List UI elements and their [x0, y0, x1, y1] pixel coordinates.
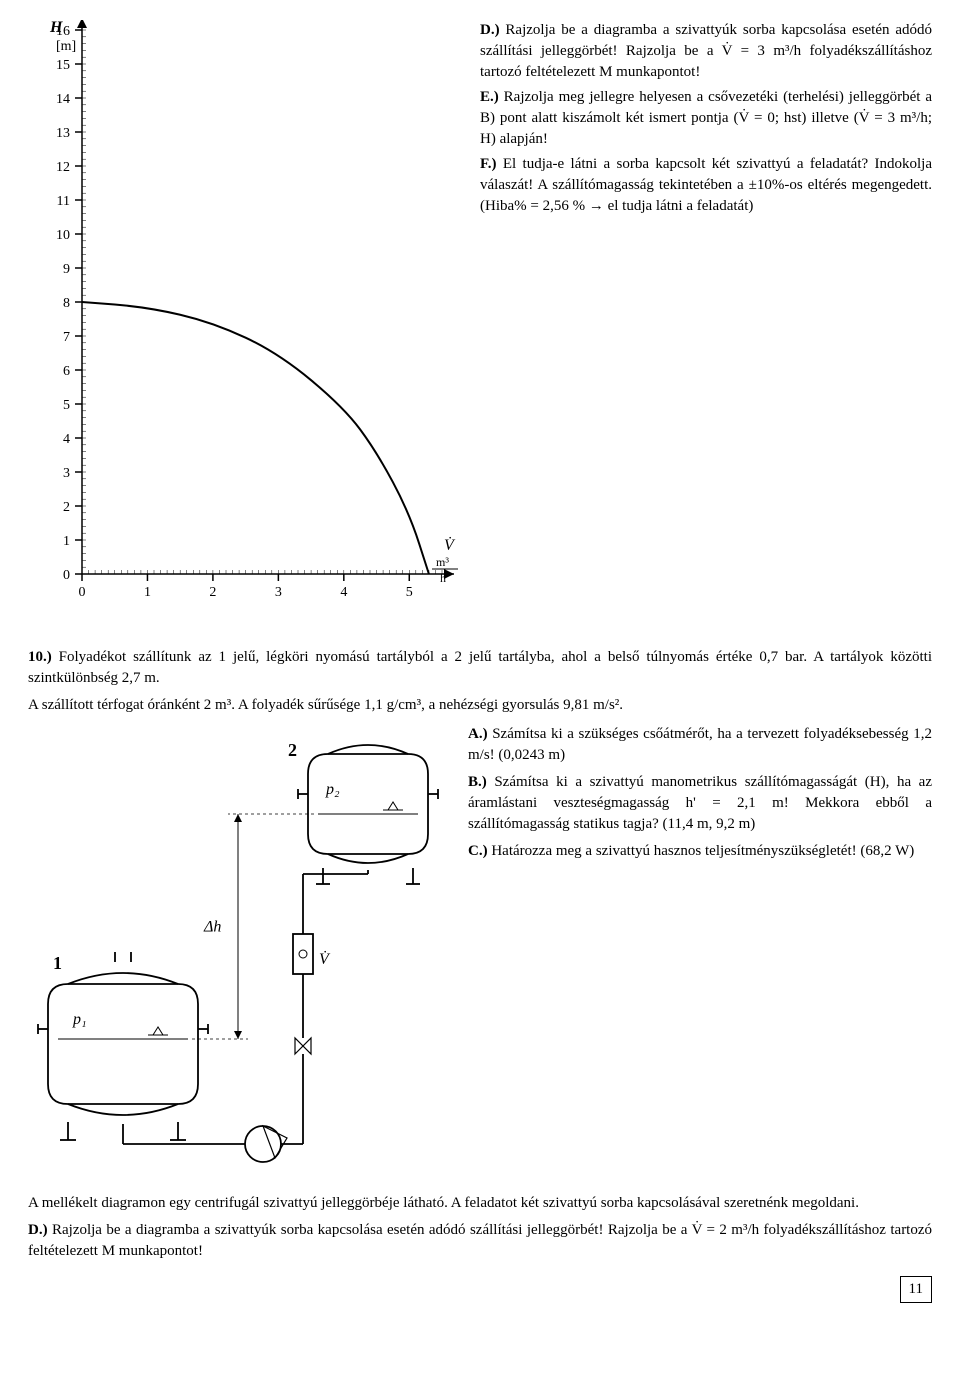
text-D: Rajzolja be a diagramba a szivattyúk sor…	[480, 22, 932, 80]
label-F: F.)	[480, 156, 497, 172]
svg-text:12: 12	[56, 160, 70, 175]
svg-text:3: 3	[275, 585, 282, 600]
svg-text:p₁: p₁	[72, 1011, 87, 1028]
svg-text:13: 13	[56, 126, 70, 141]
svg-text:6: 6	[63, 364, 70, 379]
right-column-text: D.) Rajzolja be a diagramba a szivattyúk…	[468, 20, 932, 221]
svg-text:m³: m³	[436, 555, 449, 569]
problem-10-line2: A szállított térfogat óránként 2 m³. A f…	[28, 695, 932, 716]
svg-text:p₂: p₂	[325, 781, 340, 798]
text-10C: Határozza meg a szivattyú hasznos teljes…	[491, 843, 914, 859]
svg-text:11: 11	[57, 194, 70, 209]
svg-text:3: 3	[63, 466, 70, 481]
svg-text:V̇: V̇	[444, 537, 456, 554]
text-10A: Számítsa ki a szükséges csőátmérőt, ha a…	[468, 726, 932, 763]
svg-text:0: 0	[63, 568, 70, 583]
problem-10-subsections: A.) Számítsa ki a szükséges csőátmérőt, …	[468, 724, 932, 868]
text-E: Rajzolja meg jellegre helyesen a csőveze…	[480, 89, 932, 147]
svg-text:14: 14	[56, 92, 70, 107]
footer-d-text: Rajzolja be a diagramba a szivattyúk sor…	[28, 1222, 932, 1259]
text-F: El tudja-e látni a sorba kapcsolt két sz…	[480, 156, 932, 214]
svg-text:1: 1	[63, 534, 70, 549]
svg-text:1: 1	[144, 585, 151, 600]
footer-d-label: D.)	[28, 1222, 48, 1238]
svg-text:7: 7	[63, 330, 70, 345]
tank-schematic: 2 p₂ 1 p₁ V̇ Δh	[28, 724, 468, 1171]
text-10B: Számítsa ki a szivattyú manometrikus szá…	[468, 774, 932, 832]
svg-text:5: 5	[406, 585, 413, 600]
svg-text:[m]: [m]	[56, 39, 76, 54]
problem-10-text: Folyadékot szállítunk az 1 jelű, légköri…	[28, 649, 932, 686]
svg-text:H: H	[49, 20, 63, 36]
svg-text:2: 2	[63, 500, 70, 515]
svg-text:4: 4	[340, 585, 347, 600]
footer-line1: A mellékelt diagramon egy centrifugál sz…	[28, 1193, 932, 1214]
svg-text:Δh: Δh	[203, 919, 221, 936]
page-number: 11	[900, 1276, 932, 1303]
svg-text:2: 2	[288, 740, 297, 760]
svg-text:9: 9	[63, 262, 70, 277]
chart-svg: 012345012345678910111213141516H[m]V̇m³h	[28, 20, 468, 610]
svg-text:15: 15	[56, 58, 70, 73]
label-10A: A.)	[468, 726, 488, 742]
svg-text:0: 0	[79, 585, 86, 600]
svg-text:5: 5	[63, 398, 70, 413]
svg-text:4: 4	[63, 432, 70, 447]
footer-text: A mellékelt diagramon egy centrifugál sz…	[28, 1193, 932, 1262]
svg-text:10: 10	[56, 228, 70, 243]
label-10B: B.)	[468, 774, 487, 790]
svg-text:V̇: V̇	[319, 951, 331, 968]
svg-text:h: h	[440, 571, 446, 585]
schematic-svg: 2 p₂ 1 p₁ V̇ Δh	[28, 724, 448, 1164]
label-E: E.)	[480, 89, 499, 105]
label-10C: C.)	[468, 843, 488, 859]
svg-text:1: 1	[53, 953, 62, 973]
svg-text:2: 2	[209, 585, 216, 600]
label-D: D.)	[480, 22, 500, 38]
problem-10-intro: 10.) Folyadékot szállítunk az 1 jelű, lé…	[28, 647, 932, 689]
svg-text:8: 8	[63, 296, 70, 311]
problem-10-number: 10.)	[28, 649, 52, 665]
pump-chart: 012345012345678910111213141516H[m]V̇m³h	[28, 20, 468, 617]
